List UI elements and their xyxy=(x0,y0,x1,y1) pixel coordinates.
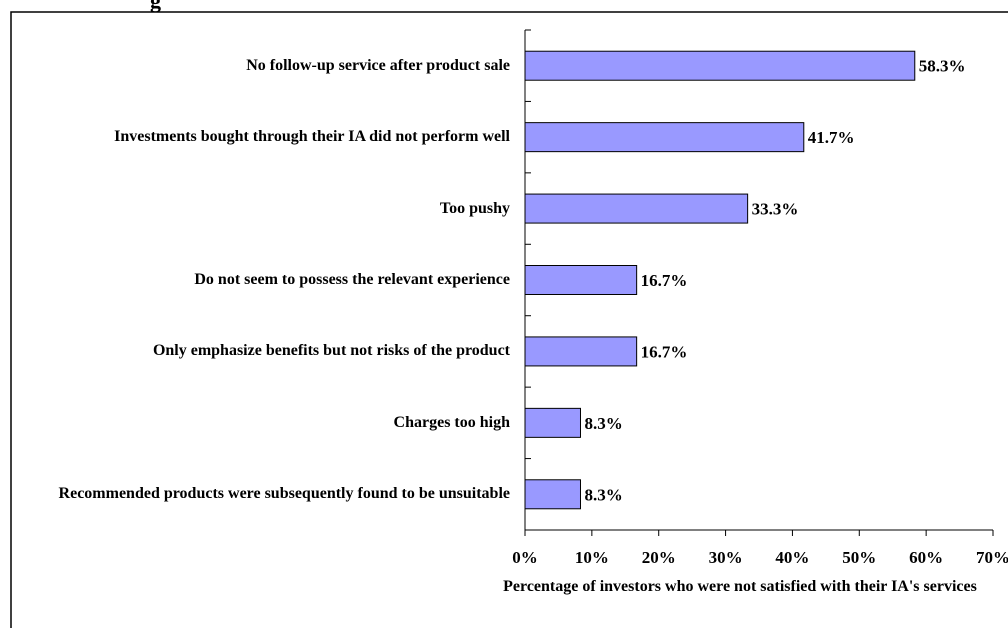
chart-frame xyxy=(10,11,1008,628)
x-tick-label: 20% xyxy=(641,548,676,567)
x-tick-label: 60% xyxy=(909,548,944,567)
bar xyxy=(524,265,638,295)
x-axis-ticks xyxy=(524,530,994,536)
x-tick-label: 10% xyxy=(574,548,609,567)
category-label: Too pushy xyxy=(439,199,510,217)
value-label: 8.3% xyxy=(584,485,622,504)
bar xyxy=(524,336,638,367)
x-tick-label: 50% xyxy=(842,548,877,567)
value-labels-group: 58.3% 41.7% 33.3% 16.7% 16.7% 8.3% 8.3% xyxy=(584,57,965,505)
x-tick-label: 70% xyxy=(976,548,1008,567)
x-tick-label: 0% xyxy=(512,548,538,567)
value-label: 41.7% xyxy=(808,128,855,147)
chart-title-fragment: g xyxy=(150,0,161,13)
value-label: 8.3% xyxy=(584,414,622,433)
bars-group xyxy=(524,50,916,510)
category-label: Recommended products were subsequently f… xyxy=(58,485,510,503)
category-label: Investments bought through their IA did … xyxy=(114,128,510,146)
category-label: Do not seem to possess the relevant expe… xyxy=(194,271,510,288)
category-label: Only emphasize benefits but not risks of… xyxy=(152,342,510,360)
bar xyxy=(524,407,581,438)
x-axis-title: Percentage of investors who were not sat… xyxy=(503,578,977,595)
category-label: Charges too high xyxy=(393,413,510,431)
bar xyxy=(524,122,805,153)
bar xyxy=(524,50,916,81)
bar xyxy=(524,193,749,224)
value-label: 33.3% xyxy=(752,200,799,219)
value-label: 16.7% xyxy=(641,342,688,361)
bar xyxy=(524,479,581,510)
x-tick-label: 30% xyxy=(708,548,743,567)
value-label: 58.3% xyxy=(919,57,966,76)
y-axis-ticks xyxy=(525,29,531,531)
value-label: 16.7% xyxy=(641,271,688,290)
x-tick-label: 40% xyxy=(775,548,810,567)
category-label: No follow-up service after product sale xyxy=(246,56,510,74)
